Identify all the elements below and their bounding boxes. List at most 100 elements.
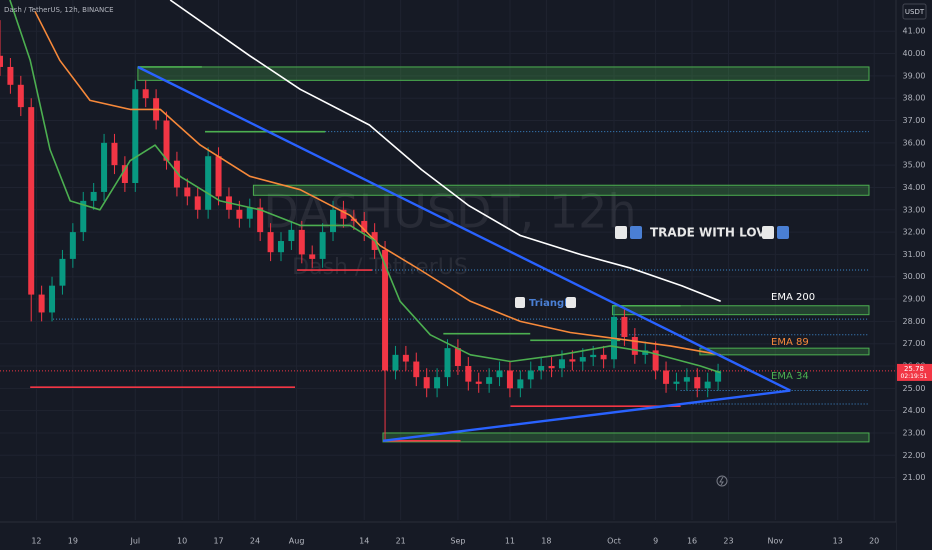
- candle-body: [132, 89, 139, 184]
- candle-body: [246, 207, 253, 219]
- triangle-note: Triangle: [515, 297, 576, 309]
- x-tick-label: Oct: [607, 537, 621, 546]
- x-tick-label: 12: [31, 537, 41, 546]
- y-tick-label: 23.00: [903, 428, 926, 437]
- candle-body: [558, 359, 565, 369]
- candle-body: [277, 241, 284, 253]
- candle-body: [298, 229, 305, 255]
- candle-body: [423, 377, 430, 389]
- zone: [382, 432, 870, 443]
- candle-body: [142, 89, 149, 99]
- candle-body: [413, 361, 420, 378]
- y-tick-label: 41.00: [903, 27, 926, 36]
- trendline: [382, 389, 791, 442]
- candle-body: [121, 165, 128, 184]
- x-tick-label: 23: [723, 537, 733, 546]
- candle-body: [392, 354, 399, 371]
- y-tick-label: 31.00: [903, 250, 926, 259]
- candle-body: [506, 370, 513, 389]
- emoji-icon: [777, 226, 789, 239]
- event-icon[interactable]: [716, 475, 728, 487]
- candle-body: [569, 359, 576, 362]
- x-tick-label: 20: [869, 537, 879, 546]
- x-tick-label: 10: [177, 537, 187, 546]
- zone: [611, 305, 870, 316]
- annotation-text: Triangle: [529, 298, 575, 309]
- candle-body: [309, 254, 316, 259]
- y-tick-label: 34.00: [903, 183, 926, 192]
- candle-body: [194, 196, 201, 210]
- y-tick-label: 33.00: [903, 205, 926, 214]
- last-price-label: 25.78: [904, 365, 924, 373]
- candle-body: [101, 142, 108, 192]
- event-icon-bolt: [719, 476, 724, 486]
- candle-body: [319, 232, 326, 259]
- y-tick-label: 35.00: [903, 161, 926, 170]
- candle-body: [694, 377, 701, 389]
- zone: [699, 347, 870, 356]
- candle-body: [673, 381, 680, 384]
- candle-body: [163, 120, 170, 161]
- candle-body: [361, 220, 368, 233]
- y-tick-label: 21.00: [903, 473, 926, 482]
- x-tick-label: Jul: [129, 537, 140, 546]
- watermark-name: Dash / TetherUS: [292, 255, 468, 280]
- x-tick-label: Aug: [289, 537, 305, 546]
- emoji-icon: [566, 297, 576, 308]
- x-tick-label: 13: [833, 537, 843, 546]
- zone: [137, 66, 870, 81]
- candle-body: [236, 209, 243, 219]
- currency-box[interactable]: [902, 3, 927, 20]
- zone: [252, 184, 870, 196]
- y-tick-label: 36.00: [903, 138, 926, 147]
- x-tick-label: 17: [213, 537, 223, 546]
- x-tick-label: Sep: [450, 537, 465, 546]
- ema-line: [34, 10, 721, 356]
- x-tick-label: 24: [250, 537, 260, 546]
- candle-body: [288, 229, 295, 242]
- candle-body: [434, 377, 441, 389]
- candle-body: [715, 370, 722, 382]
- candle-body: [652, 350, 659, 371]
- emoji-icon: [762, 226, 774, 239]
- candle-body: [0, 55, 3, 67]
- candle-body: [579, 357, 586, 362]
- candle-body: [642, 350, 649, 355]
- candle-body: [340, 209, 347, 219]
- y-tick-label: 30.00: [903, 272, 926, 281]
- emoji-icon: [615, 226, 627, 239]
- candle-body: [7, 66, 14, 85]
- axis-labels: 21.0022.0023.0024.0025.0026.0027.0028.00…: [31, 27, 925, 546]
- candle-body: [330, 209, 337, 233]
- candle-body: [59, 258, 66, 286]
- y-tick-label: 32.00: [903, 228, 926, 237]
- ema-line: [169, 0, 721, 303]
- candle-body: [475, 381, 482, 384]
- countdown-label: 02:19:51: [901, 373, 928, 380]
- candle-body: [600, 354, 607, 360]
- ema-label: EMA 200: [771, 292, 815, 303]
- candle-body: [465, 366, 472, 382]
- candle-body: [548, 366, 555, 369]
- ema-lines: [9, 0, 721, 374]
- y-tick-label: 29.00: [903, 295, 926, 304]
- candle-body: [173, 160, 180, 188]
- y-tick-label: 25.00: [903, 384, 926, 393]
- time-axis: [0, 522, 896, 550]
- candle-body: [444, 348, 451, 378]
- y-tick-label: 38.00: [903, 94, 926, 103]
- emoji-icon: [630, 226, 642, 239]
- trade-with-love-note: TRADE WITH LOVE: [615, 226, 789, 240]
- trendlines: [137, 65, 791, 442]
- ema-label: EMA 89: [771, 337, 809, 348]
- x-tick-label: 21: [396, 537, 406, 546]
- y-tick-label: 28.00: [903, 317, 926, 326]
- zones: [137, 66, 870, 443]
- y-tick-label: 39.00: [903, 71, 926, 80]
- emoji-icon: [515, 297, 525, 308]
- y-tick-label: 27.00: [903, 339, 926, 348]
- y-tick-label: 24.00: [903, 406, 926, 415]
